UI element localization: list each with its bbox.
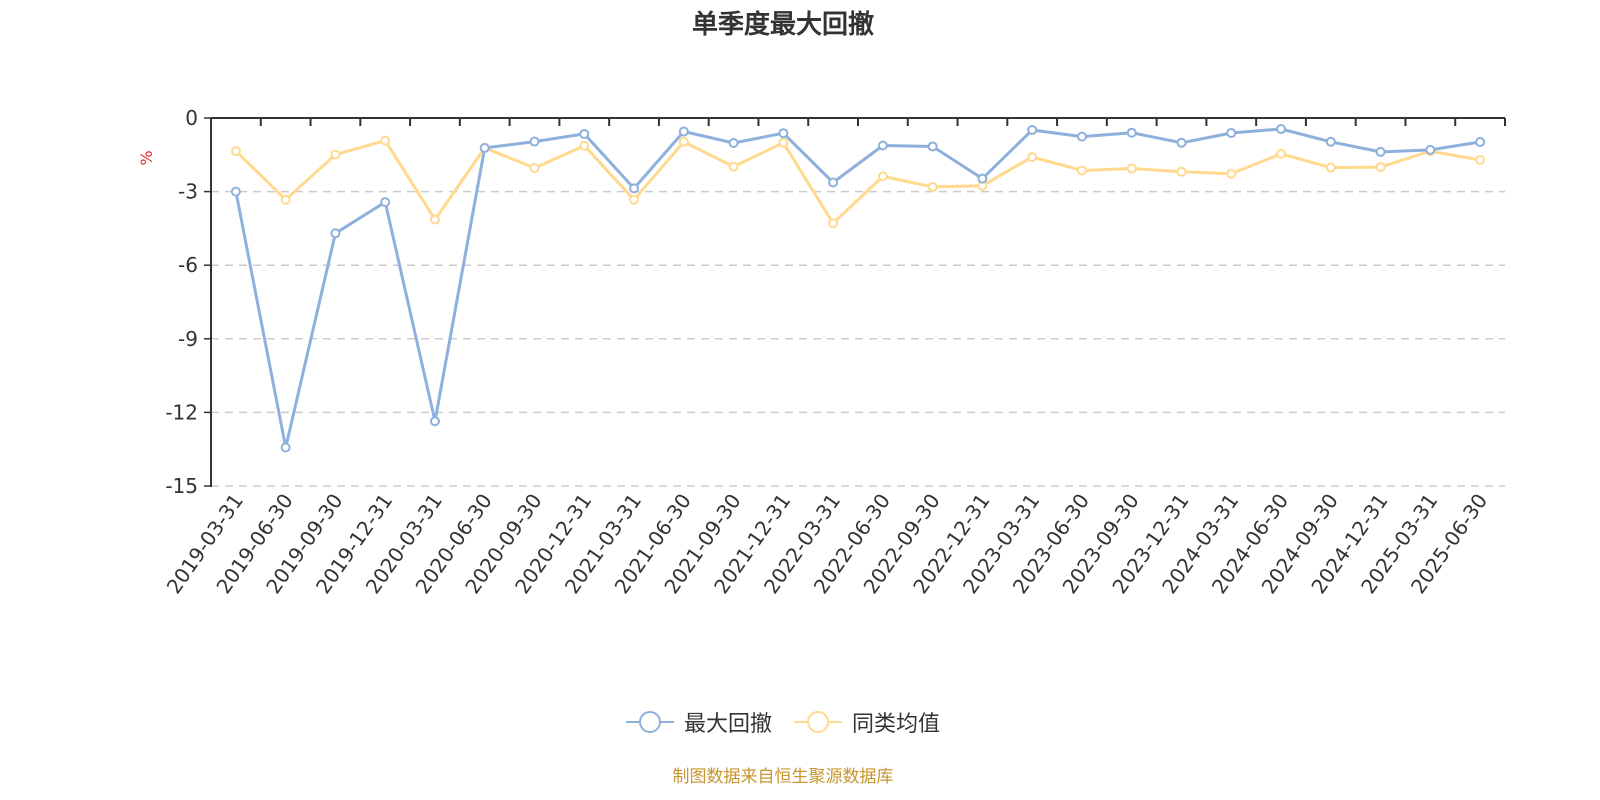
data-point[interactable] (1276, 148, 1287, 159)
data-point[interactable] (1475, 137, 1486, 148)
legend-label: 最大回撤 (683, 712, 772, 737)
y-tick-label: -3 (178, 180, 198, 204)
data-point[interactable] (728, 161, 739, 172)
data-point[interactable] (778, 137, 789, 148)
y-tick-label: -15 (165, 474, 198, 498)
data-point[interactable] (678, 136, 689, 147)
y-tick-label: -6 (178, 253, 198, 277)
series-line-0 (234, 127, 1481, 449)
series-layer (230, 124, 1486, 453)
data-point[interactable] (828, 218, 839, 229)
data-point[interactable] (579, 128, 590, 139)
data-point[interactable] (1425, 144, 1436, 155)
data-point[interactable] (1027, 125, 1038, 136)
data-point[interactable] (1375, 146, 1386, 157)
data-point[interactable] (629, 183, 640, 194)
data-point[interactable] (1176, 166, 1187, 177)
data-point[interactable] (280, 194, 291, 205)
data-point[interactable] (1475, 154, 1486, 165)
data-point[interactable] (728, 138, 739, 149)
data-point[interactable] (1126, 163, 1137, 174)
x-axis: 2019-03-312019-06-302019-09-302019-12-31… (162, 117, 1506, 598)
y-tick-label: -9 (178, 327, 198, 351)
legend-circle-icon-yellow (794, 710, 842, 734)
data-point[interactable] (1325, 162, 1336, 173)
data-point[interactable] (380, 135, 391, 146)
grid-lines (211, 190, 1505, 487)
data-point[interactable] (429, 416, 440, 427)
data-point[interactable] (828, 177, 839, 188)
data-point[interactable] (1276, 124, 1287, 135)
data-point[interactable] (330, 228, 341, 239)
data-point[interactable] (479, 142, 490, 153)
y-axis: 0 -3 -6 -9 -12 -15 (165, 106, 212, 498)
data-point[interactable] (429, 214, 440, 225)
series-line-1 (234, 139, 1481, 225)
data-point[interactable] (629, 194, 640, 205)
data-point[interactable] (1176, 137, 1187, 148)
legend-item-peer-average[interactable]: 同类均值 (794, 706, 940, 738)
data-point[interactable] (877, 171, 888, 182)
data-point[interactable] (1126, 127, 1137, 138)
data-point[interactable] (230, 146, 241, 157)
y-axis-unit: % (137, 150, 156, 165)
data-point[interactable] (529, 136, 540, 147)
data-point[interactable] (579, 140, 590, 151)
data-point[interactable] (678, 126, 689, 137)
data-point[interactable] (1076, 131, 1087, 142)
data-point[interactable] (927, 141, 938, 152)
source-note: 制图数据来自恒生聚源数据库 (672, 767, 894, 787)
data-point[interactable] (280, 442, 291, 453)
data-point[interactable] (1226, 168, 1237, 179)
data-point[interactable] (230, 186, 241, 197)
legend-label: 同类均值 (852, 712, 941, 737)
data-point[interactable] (1325, 136, 1336, 147)
data-point[interactable] (977, 173, 988, 184)
data-point[interactable] (529, 163, 540, 174)
data-point[interactable] (1027, 152, 1038, 163)
data-point[interactable] (778, 128, 789, 139)
data-point[interactable] (380, 197, 391, 208)
data-point[interactable] (330, 149, 341, 160)
y-tick-label: 0 (185, 106, 198, 130)
line-chart: 0-3-6-9-12-15 2019-03-312019-06-302019-0… (137, 106, 1506, 598)
legend-item-max-drawdown[interactable]: 最大回撤 (625, 706, 772, 738)
data-point[interactable] (877, 140, 888, 151)
data-point[interactable] (1076, 165, 1087, 176)
data-point[interactable] (927, 181, 938, 192)
data-point[interactable] (1226, 127, 1237, 138)
chart-title: 单季度最大回撤 (691, 10, 874, 40)
legend-circle-icon-blue (625, 710, 674, 734)
legend: 最大回撤 同类均值 (0, 706, 1566, 738)
y-tick-label: -12 (165, 400, 198, 424)
data-point[interactable] (1375, 162, 1386, 173)
